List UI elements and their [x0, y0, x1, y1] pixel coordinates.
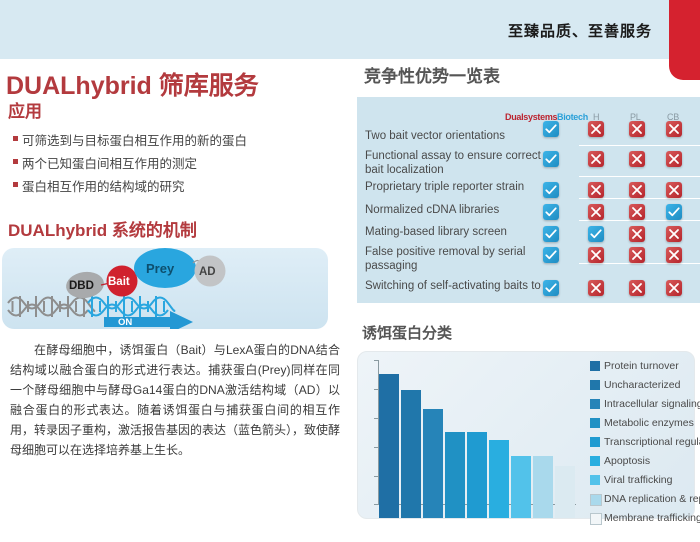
svg-text:DBD: DBD — [69, 280, 94, 292]
svg-text:Prey: Prey — [146, 261, 175, 276]
svg-text:ON: ON — [118, 317, 132, 328]
svg-text:AD: AD — [199, 266, 216, 278]
svg-text:Bait: Bait — [108, 276, 130, 288]
